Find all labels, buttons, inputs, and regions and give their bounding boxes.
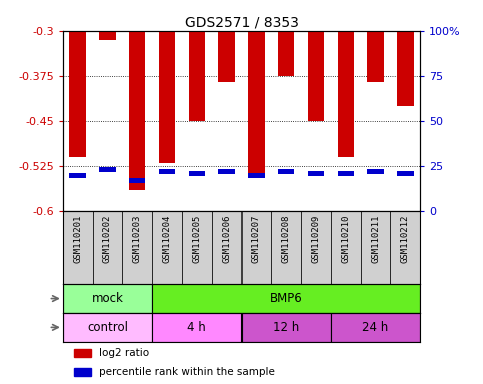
Bar [73, 368, 91, 376]
Bar [212, 211, 242, 284]
Bar [70, 31, 86, 157]
Bar [189, 171, 205, 176]
Bar [218, 31, 235, 82]
Text: GSM110210: GSM110210 [341, 215, 350, 263]
Text: GSM110201: GSM110201 [73, 215, 82, 263]
Bar [331, 211, 361, 284]
Bar [248, 31, 265, 178]
Bar [278, 31, 294, 76]
Bar [368, 169, 384, 174]
Bar [129, 31, 145, 190]
Bar [63, 313, 152, 342]
Bar [278, 169, 294, 174]
Bar [93, 211, 122, 284]
Bar [308, 31, 324, 121]
Bar [182, 211, 212, 284]
Text: percentile rank within the sample: percentile rank within the sample [99, 367, 274, 377]
Bar [338, 171, 354, 176]
Bar [218, 169, 235, 174]
Bar [152, 284, 420, 313]
Bar [63, 211, 93, 284]
Text: GSM110205: GSM110205 [192, 215, 201, 263]
Text: log2 ratio: log2 ratio [99, 348, 149, 358]
Bar [271, 211, 301, 284]
Text: GSM110204: GSM110204 [163, 215, 171, 263]
Bar [248, 173, 265, 177]
Text: 12 h: 12 h [273, 321, 299, 334]
Bar [122, 211, 152, 284]
Bar [242, 211, 271, 284]
Bar [129, 178, 145, 183]
Text: GSM110206: GSM110206 [222, 215, 231, 263]
Bar [63, 284, 152, 313]
Bar [368, 31, 384, 82]
Bar [331, 313, 420, 342]
Bar [301, 211, 331, 284]
Text: GSM110209: GSM110209 [312, 215, 320, 263]
Text: GSM110211: GSM110211 [371, 215, 380, 263]
Bar [390, 211, 420, 284]
Text: control: control [87, 321, 128, 334]
Bar [152, 313, 242, 342]
Text: 24 h: 24 h [362, 321, 389, 334]
Bar [308, 171, 324, 176]
Bar [361, 211, 390, 284]
Bar [70, 173, 86, 177]
Text: GSM110202: GSM110202 [103, 215, 112, 263]
Bar [338, 31, 354, 157]
Bar [152, 211, 182, 284]
Bar [99, 31, 115, 40]
Bar [159, 31, 175, 163]
Text: BMP6: BMP6 [270, 292, 302, 305]
Text: GSM110207: GSM110207 [252, 215, 261, 263]
Text: GSM110203: GSM110203 [133, 215, 142, 263]
Bar [242, 313, 331, 342]
Text: GSM110212: GSM110212 [401, 215, 410, 263]
Bar [397, 171, 413, 176]
Bar [99, 167, 115, 172]
Bar [73, 349, 91, 357]
Text: mock: mock [92, 292, 123, 305]
Text: 4 h: 4 h [187, 321, 206, 334]
Bar [189, 31, 205, 121]
Text: GSM110208: GSM110208 [282, 215, 291, 263]
Title: GDS2571 / 8353: GDS2571 / 8353 [185, 16, 298, 30]
Bar [397, 31, 413, 106]
Bar [159, 169, 175, 174]
